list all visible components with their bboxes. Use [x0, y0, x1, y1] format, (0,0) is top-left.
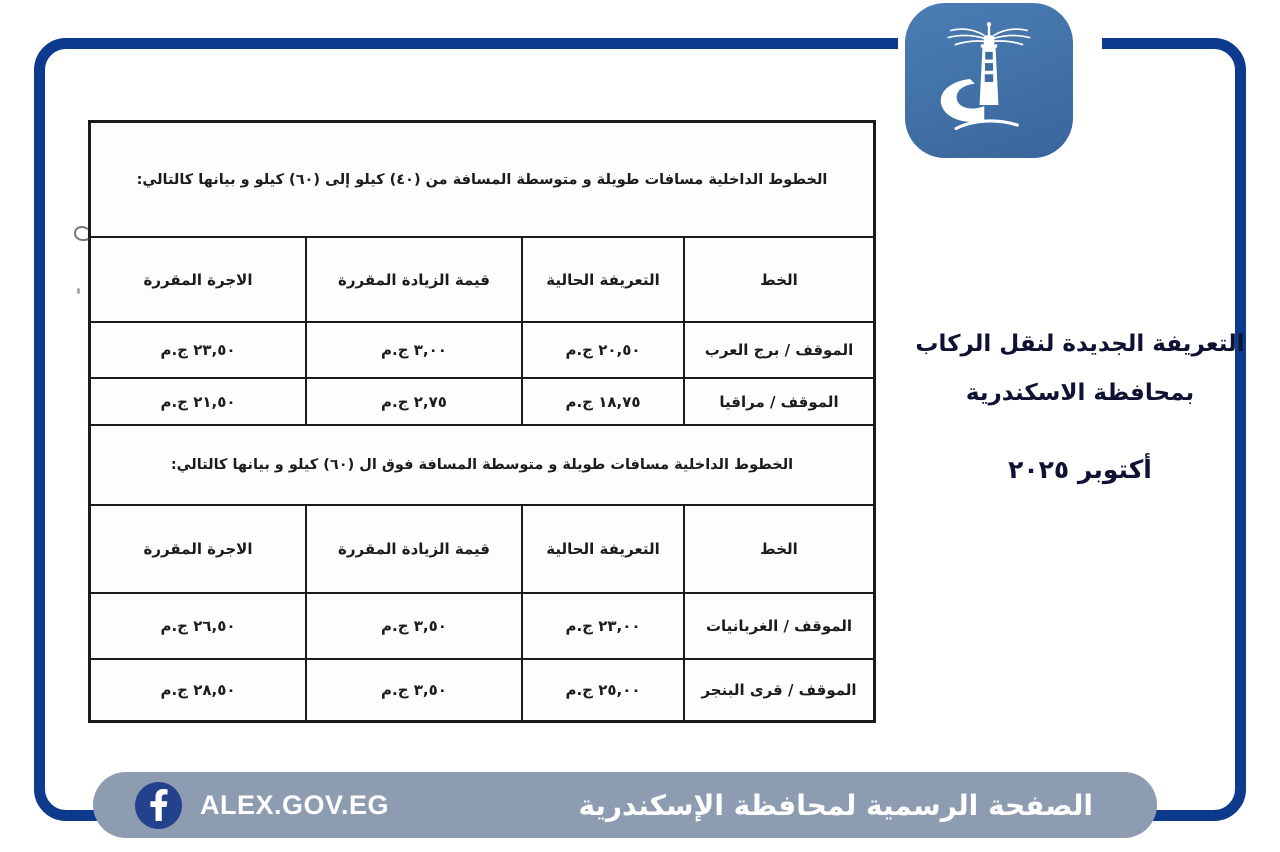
- table-row-cell: ١٨,٧٥ ج.م: [523, 379, 683, 424]
- table-row-cell: ٣,٠٠ ج.م: [307, 323, 521, 377]
- section2-header-increase: قيمة الزيادة المقررة: [307, 506, 521, 592]
- alexandria-governorate-logo: [905, 3, 1073, 158]
- announcement-title-line2: بمحافظة الاسكندرية: [965, 380, 1195, 407]
- section2-header-current: التعريفة الحالية: [523, 506, 683, 592]
- official-page-label: الصفحة الرسمية لمحافظة الإسكندرية: [578, 788, 1093, 822]
- facebook-icon: [135, 781, 182, 829]
- section1-header-line: الخط: [685, 238, 873, 321]
- table-row-cell: الموقف / مراقيا: [685, 379, 873, 424]
- table-row-cell: ٢٣,٠٠ ج.م: [523, 594, 683, 658]
- section1-title: الخطوط الداخلية مسافات طويلة و متوسطة ال…: [91, 123, 873, 236]
- announcement-date: أكتوبر ٢٠٢٥: [1008, 454, 1152, 484]
- scan-artifact: [74, 226, 91, 241]
- table-row-cell: ٢٠,٥٠ ج.م: [523, 323, 683, 377]
- section1-header-current: التعريفة الحالية: [523, 238, 683, 321]
- table-row-cell: الموقف / قرى البنجر: [685, 660, 873, 720]
- table-row-cell: ٣,٥٠ ج.م: [307, 594, 521, 658]
- lighthouse-icon: [930, 20, 1048, 142]
- table-row-cell: ٢,٧٥ ج.م: [307, 379, 521, 424]
- logo-container: [898, 0, 1102, 166]
- table-row-cell: ٢٦,٥٠ ج.م: [91, 594, 305, 658]
- table-row-cell: ٣,٥٠ ج.م: [307, 660, 521, 720]
- section2-title: الخطوط الداخلية مسافات طويلة و متوسطة ال…: [91, 426, 873, 504]
- website-label: ALEX.GOV.EG: [200, 789, 390, 820]
- footer-bar: ALEX.GOV.EG الصفحة الرسمية لمحافظة الإسك…: [93, 772, 1157, 838]
- table-row-cell: ٢١,٥٠ ج.م: [91, 379, 305, 424]
- table-row-cell: ٢٣,٥٠ ج.م: [91, 323, 305, 377]
- section2-header-newfare: الاجرة المقررة: [91, 506, 305, 592]
- section1-header-newfare: الاجرة المقررة: [91, 238, 305, 321]
- tariff-table: الخطوط الداخلية مسافات طويلة و متوسطة ال…: [88, 120, 876, 723]
- table-row-cell: الموقف / الغربانيات: [685, 594, 873, 658]
- table-row-cell: ٢٨,٥٠ ج.م: [91, 660, 305, 720]
- table-row-cell: ٢٥,٠٠ ج.م: [523, 660, 683, 720]
- announcement-title-line1: التعريفة الجديدة لنقل الركاب: [915, 331, 1245, 357]
- scan-artifact: [77, 288, 80, 294]
- table-row-cell: الموقف / برج العرب: [685, 323, 873, 377]
- section2-header-line: الخط: [685, 506, 873, 592]
- announcement-block: التعريفة الجديدة لنقل الركاب بمحافظة الا…: [912, 320, 1248, 484]
- section1-header-increase: قيمة الزيادة المقررة: [307, 238, 521, 321]
